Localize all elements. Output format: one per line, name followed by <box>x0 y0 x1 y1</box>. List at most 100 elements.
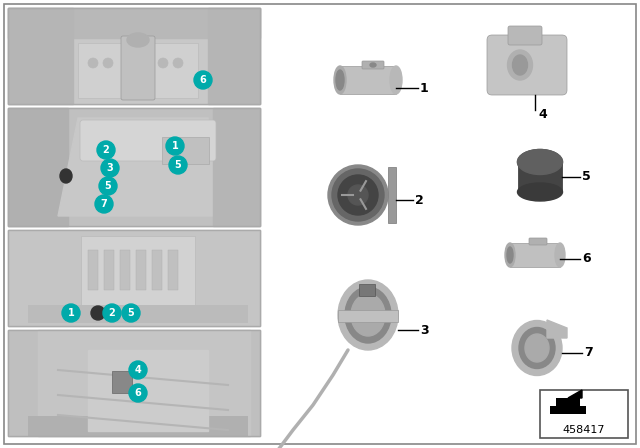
Ellipse shape <box>345 287 391 343</box>
Ellipse shape <box>505 243 515 267</box>
FancyBboxPatch shape <box>28 416 248 436</box>
Circle shape <box>332 169 384 221</box>
FancyBboxPatch shape <box>362 61 384 69</box>
Text: 2: 2 <box>109 308 115 318</box>
Text: 5: 5 <box>175 160 181 170</box>
Text: 1: 1 <box>68 308 74 318</box>
FancyBboxPatch shape <box>80 120 216 161</box>
Ellipse shape <box>334 66 346 94</box>
FancyBboxPatch shape <box>359 284 375 296</box>
Ellipse shape <box>336 70 344 90</box>
FancyBboxPatch shape <box>338 310 398 322</box>
FancyBboxPatch shape <box>8 108 260 226</box>
Ellipse shape <box>507 247 513 263</box>
FancyBboxPatch shape <box>8 108 260 226</box>
FancyBboxPatch shape <box>112 371 132 393</box>
FancyBboxPatch shape <box>162 137 209 164</box>
FancyBboxPatch shape <box>168 250 178 290</box>
FancyBboxPatch shape <box>81 236 195 305</box>
Text: 2: 2 <box>415 194 424 207</box>
Circle shape <box>173 58 183 68</box>
Ellipse shape <box>60 169 72 183</box>
FancyBboxPatch shape <box>540 390 628 438</box>
FancyBboxPatch shape <box>8 230 260 326</box>
Circle shape <box>101 159 119 177</box>
Ellipse shape <box>518 150 563 175</box>
Polygon shape <box>58 118 228 216</box>
Circle shape <box>95 195 113 213</box>
Circle shape <box>338 175 378 215</box>
Ellipse shape <box>338 280 398 350</box>
Text: 5: 5 <box>104 181 111 191</box>
Text: 7: 7 <box>100 199 108 209</box>
Circle shape <box>97 141 115 159</box>
Circle shape <box>158 58 168 68</box>
FancyBboxPatch shape <box>510 243 560 267</box>
FancyBboxPatch shape <box>88 250 98 290</box>
FancyBboxPatch shape <box>487 35 567 95</box>
Text: 4: 4 <box>134 365 141 375</box>
Text: 1: 1 <box>172 141 179 151</box>
FancyBboxPatch shape <box>8 330 260 436</box>
Text: 6: 6 <box>200 75 206 85</box>
Text: 5: 5 <box>582 171 591 184</box>
Ellipse shape <box>518 183 563 201</box>
Ellipse shape <box>351 294 385 336</box>
FancyBboxPatch shape <box>4 4 636 444</box>
Circle shape <box>103 304 121 322</box>
FancyBboxPatch shape <box>28 305 248 323</box>
Ellipse shape <box>513 55 527 75</box>
Ellipse shape <box>519 327 555 369</box>
FancyBboxPatch shape <box>120 250 130 290</box>
Circle shape <box>91 306 105 320</box>
Circle shape <box>194 71 212 89</box>
Polygon shape <box>38 330 250 436</box>
FancyBboxPatch shape <box>8 230 260 326</box>
FancyBboxPatch shape <box>388 167 396 223</box>
Text: 4: 4 <box>538 108 547 121</box>
Ellipse shape <box>390 66 402 94</box>
Text: 6: 6 <box>582 253 591 266</box>
Text: 458417: 458417 <box>563 425 605 435</box>
Circle shape <box>169 156 187 174</box>
FancyBboxPatch shape <box>8 8 260 104</box>
FancyBboxPatch shape <box>529 238 547 245</box>
Polygon shape <box>8 8 260 38</box>
Ellipse shape <box>525 334 549 362</box>
Text: 3: 3 <box>107 163 113 173</box>
Text: 2: 2 <box>102 145 109 155</box>
FancyBboxPatch shape <box>8 8 260 104</box>
FancyBboxPatch shape <box>121 36 155 100</box>
Polygon shape <box>568 390 582 398</box>
Polygon shape <box>88 350 208 431</box>
FancyBboxPatch shape <box>104 250 114 290</box>
FancyBboxPatch shape <box>550 406 586 414</box>
Ellipse shape <box>370 63 376 67</box>
Ellipse shape <box>127 33 149 47</box>
FancyBboxPatch shape <box>152 250 162 290</box>
Polygon shape <box>8 8 73 104</box>
Circle shape <box>88 58 98 68</box>
Text: 7: 7 <box>584 346 593 359</box>
Polygon shape <box>547 320 567 338</box>
FancyBboxPatch shape <box>78 43 198 98</box>
FancyBboxPatch shape <box>508 26 542 45</box>
Ellipse shape <box>518 150 563 175</box>
Text: 3: 3 <box>420 323 429 336</box>
Text: 1: 1 <box>420 82 429 95</box>
Text: 5: 5 <box>127 308 134 318</box>
Circle shape <box>166 137 184 155</box>
FancyBboxPatch shape <box>8 330 260 436</box>
FancyBboxPatch shape <box>340 66 396 94</box>
Ellipse shape <box>508 50 532 80</box>
Polygon shape <box>208 8 260 104</box>
FancyBboxPatch shape <box>518 162 562 192</box>
Circle shape <box>129 361 147 379</box>
Circle shape <box>99 177 117 195</box>
Circle shape <box>129 384 147 402</box>
FancyBboxPatch shape <box>556 398 580 408</box>
Polygon shape <box>8 108 68 226</box>
Ellipse shape <box>512 320 562 375</box>
Circle shape <box>62 304 80 322</box>
Circle shape <box>103 58 113 68</box>
